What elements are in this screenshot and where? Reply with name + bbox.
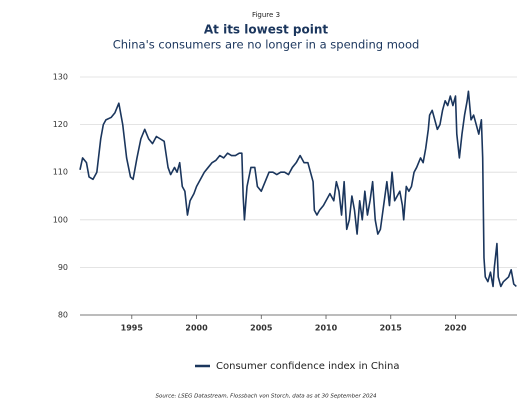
x-tick-label: 2020: [444, 324, 467, 333]
x-tick-label: 2000: [185, 324, 208, 333]
data-line: [79, 90, 517, 288]
y-tick-label: 110: [53, 168, 68, 177]
chart-subtitle: China's consumers are no longer in a spe…: [113, 38, 420, 52]
y-tick-label: 90: [58, 263, 68, 272]
x-tick-label: 2010: [315, 324, 338, 333]
x-tick-label: 2015: [380, 324, 403, 333]
figure-label: Figure 3: [252, 11, 280, 19]
y-tick-label: 80: [58, 311, 68, 320]
y-tick-label: 130: [53, 73, 68, 82]
x-tick-label: 2005: [250, 324, 273, 333]
y-tick-label: 120: [53, 120, 68, 129]
chart-title: At its lowest point: [204, 23, 329, 37]
legend-label: Consumer confidence index in China: [216, 361, 400, 372]
source-note: Source: LSEG Datastream, Flossbach von S…: [155, 394, 377, 400]
y-tick-label: 100: [53, 215, 68, 224]
x-tick-label: 1995: [121, 324, 144, 333]
